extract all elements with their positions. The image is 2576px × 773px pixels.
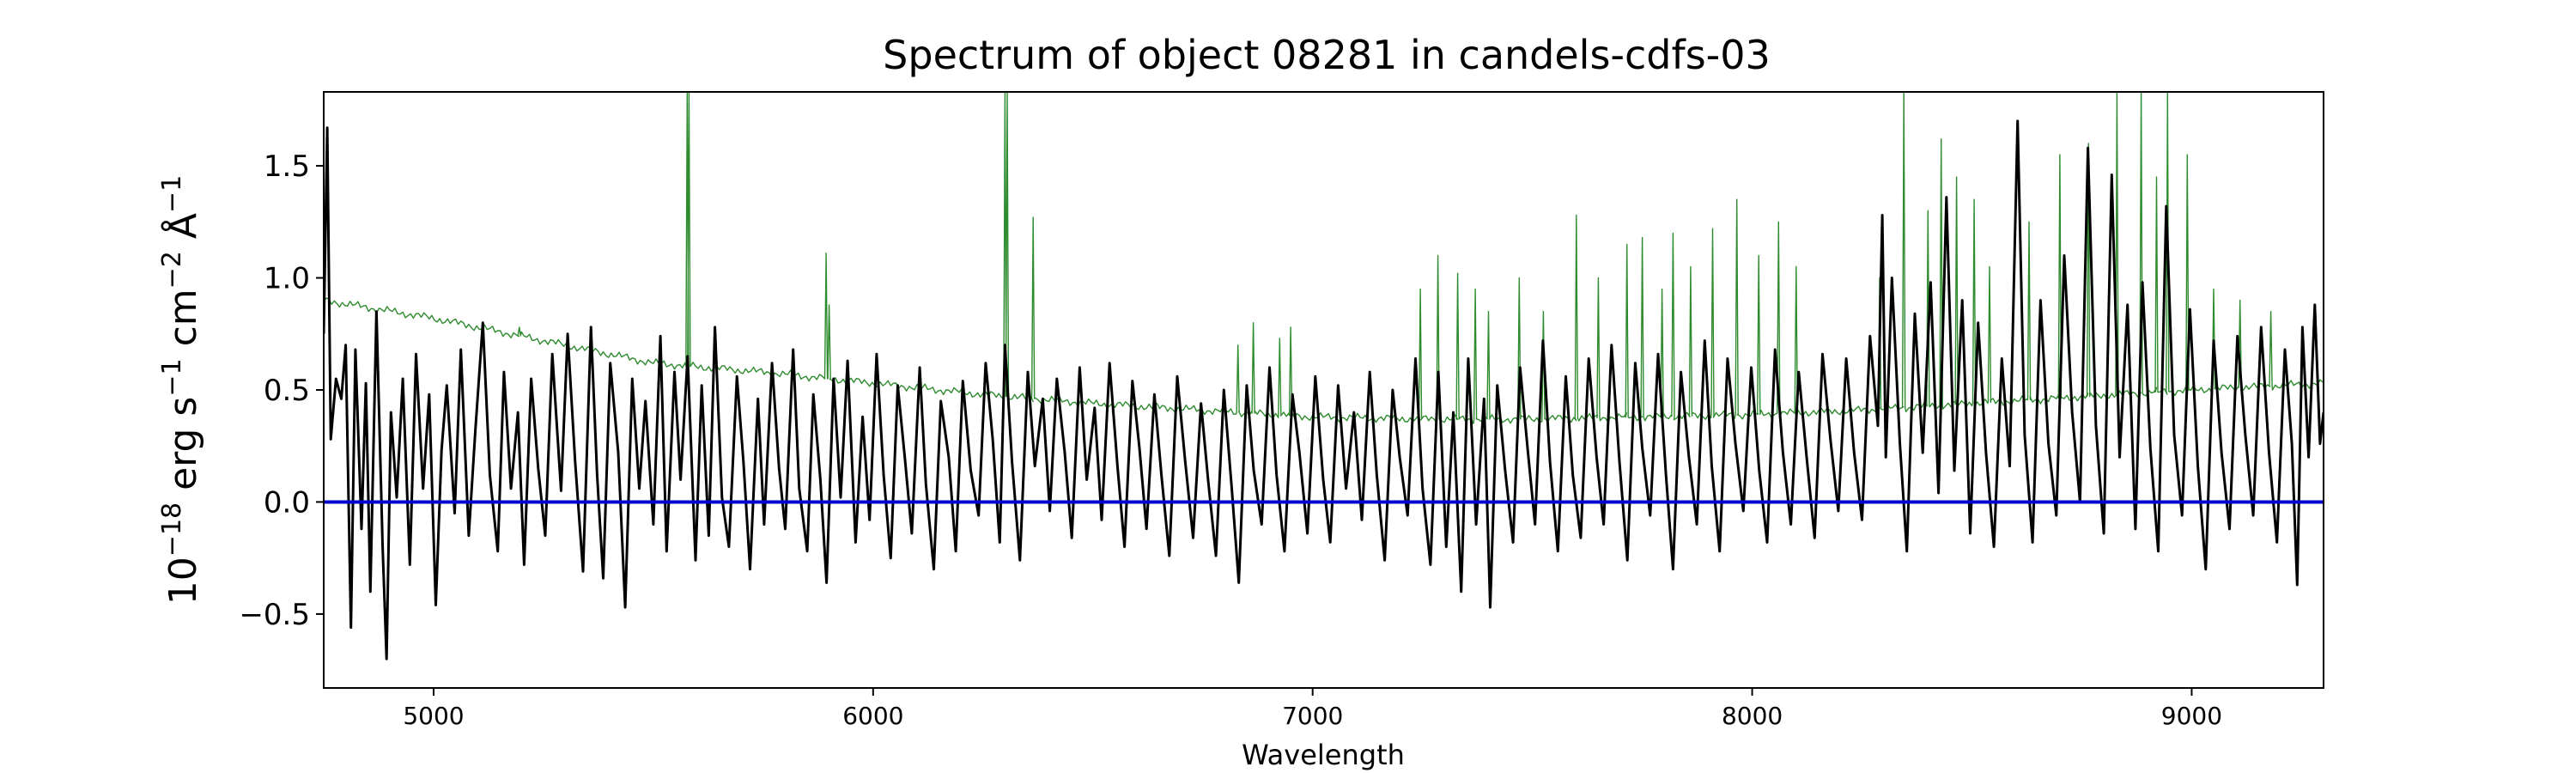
chart-title: Spectrum of object 08281 in candels-cdfs… — [883, 32, 1771, 78]
x-tick-label: 5000 — [403, 702, 464, 730]
plot-frame — [323, 91, 2324, 689]
series-layer — [324, 92, 2324, 660]
y-tick-label: 0.5 — [264, 374, 310, 408]
y-tick-label: 1.5 — [264, 149, 310, 184]
x-axis-label: Wavelength — [1242, 739, 1405, 771]
tick-layer: 5000 6000 7000 8000 9000 −0.5 0.0 0.5 1.0 1.5 — [239, 149, 2222, 730]
y-tick-label: 0.0 — [264, 485, 310, 520]
flux-spectrum-line — [324, 119, 2324, 660]
x-tick-label: 9000 — [2161, 702, 2222, 730]
x-tick-label: 7000 — [1282, 702, 1343, 730]
x-tick-label: 8000 — [1722, 702, 1783, 730]
y-tick-label: 1.0 — [264, 262, 310, 296]
y-tick-label: −0.5 — [239, 598, 310, 632]
x-tick-label: 6000 — [842, 702, 903, 730]
y-axis-label: 10−18 erg s−1 cm−2 Å−1 — [157, 175, 205, 605]
